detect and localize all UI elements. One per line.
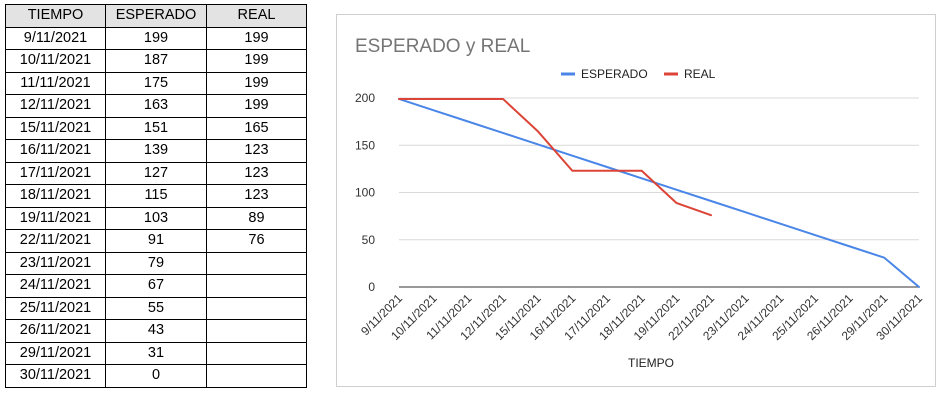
y-axis-ticks: 0 50 100 150 200: [355, 91, 375, 294]
table-row: 18/11/2021 115 123: [5, 184, 307, 208]
cell-esperado[interactable]: 199: [105, 26, 207, 50]
cell-real[interactable]: 165: [206, 116, 307, 140]
cell-esperado[interactable]: 103: [105, 206, 207, 230]
chart-title: ESPERADO y REAL: [355, 36, 530, 57]
cell-tiempo[interactable]: 22/11/2021: [5, 229, 106, 253]
cell-esperado[interactable]: 163: [105, 94, 207, 118]
cell-tiempo[interactable]: 26/11/2021: [5, 319, 106, 343]
table-row: 16/11/2021 139 123: [5, 139, 307, 163]
x-axis-ticks: 9/11/202110/11/202111/11/202112/11/20211…: [358, 291, 925, 343]
cell-real[interactable]: 199: [206, 26, 307, 50]
cell-tiempo[interactable]: 19/11/2021: [5, 206, 106, 230]
cell-esperado[interactable]: 31: [105, 341, 207, 365]
cell-tiempo[interactable]: 29/11/2021: [5, 341, 106, 365]
cell-real[interactable]: [206, 341, 307, 365]
y-tick-label: 0: [368, 280, 375, 294]
cell-real[interactable]: 123: [206, 139, 307, 163]
data-table: TIEMPO ESPERADO REAL 9/11/2021 199 199 10/1…: [5, 4, 307, 388]
cell-tiempo[interactable]: 9/11/2021: [5, 26, 106, 50]
chart-grid: [399, 97, 919, 288]
cell-esperado[interactable]: 139: [105, 139, 207, 163]
series-line-esperado[interactable]: [398, 97, 920, 288]
cell-real[interactable]: [206, 251, 307, 275]
cell-tiempo[interactable]: 16/11/2021: [5, 139, 106, 163]
cell-esperado[interactable]: 175: [105, 71, 207, 95]
series-line-real[interactable]: [398, 97, 712, 217]
table-row: 23/11/2021 79: [5, 251, 307, 275]
x-axis-label: TIEMPO: [628, 356, 674, 370]
chart-series: [398, 97, 920, 288]
y-tick-label: 100: [355, 186, 375, 200]
legend-label: ESPERADO: [581, 67, 648, 81]
y-tick-label: 150: [355, 138, 375, 152]
table-row: 26/11/2021 43: [5, 319, 307, 343]
cell-real[interactable]: [206, 296, 307, 320]
cell-real[interactable]: [206, 364, 307, 388]
table-row: 15/11/2021 151 165: [5, 116, 307, 140]
cell-real[interactable]: [206, 319, 307, 343]
cell-tiempo[interactable]: 18/11/2021: [5, 184, 106, 208]
table-header-row: TIEMPO ESPERADO REAL: [5, 4, 307, 28]
table-row: 11/11/2021 175 199: [5, 71, 307, 95]
table-row: 9/11/2021 199 199: [5, 26, 307, 50]
cell-esperado[interactable]: 0: [105, 364, 207, 388]
cell-esperado[interactable]: 127: [105, 161, 207, 185]
cell-real[interactable]: 89: [206, 206, 307, 230]
cell-tiempo[interactable]: 10/11/2021: [5, 49, 106, 73]
cell-tiempo[interactable]: 23/11/2021: [5, 251, 106, 275]
table-row: 29/11/2021 31: [5, 341, 307, 365]
cell-tiempo[interactable]: 24/11/2021: [5, 274, 106, 298]
cell-esperado[interactable]: 187: [105, 49, 207, 73]
cell-tiempo[interactable]: 12/11/2021: [5, 94, 106, 118]
y-tick-label: 50: [362, 233, 376, 247]
cell-real[interactable]: 123: [206, 184, 307, 208]
table-row: 19/11/2021 103 89: [5, 206, 307, 230]
table-row: 17/11/2021 127 123: [5, 161, 307, 185]
header-tiempo[interactable]: TIEMPO: [5, 4, 106, 28]
table-row: 22/11/2021 91 76: [5, 229, 307, 253]
cell-esperado[interactable]: 91: [105, 229, 207, 253]
cell-esperado[interactable]: 115: [105, 184, 207, 208]
table-row: 10/11/2021 187 199: [5, 49, 307, 73]
cell-esperado[interactable]: 151: [105, 116, 207, 140]
table-row: 12/11/2021 163 199: [5, 94, 307, 118]
cell-tiempo[interactable]: 17/11/2021: [5, 161, 106, 185]
cell-esperado[interactable]: 55: [105, 296, 207, 320]
table-row: 30/11/2021 0: [5, 364, 307, 388]
cell-real[interactable]: 199: [206, 94, 307, 118]
y-tick-label: 200: [355, 91, 375, 105]
line-chart: ESPERADO y REAL ESPERADO REAL 0 50 100 150 20…: [355, 36, 925, 370]
cell-real[interactable]: 199: [206, 71, 307, 95]
cell-tiempo[interactable]: 25/11/2021: [5, 296, 106, 320]
cell-esperado[interactable]: 43: [105, 319, 207, 343]
cell-esperado[interactable]: 79: [105, 251, 207, 275]
cell-real[interactable]: 199: [206, 49, 307, 73]
cell-tiempo[interactable]: 11/11/2021: [5, 71, 106, 95]
chart-container[interactable]: ESPERADO y REAL ESPERADO REAL 0 50 100 150 20…: [336, 14, 936, 387]
cell-esperado[interactable]: 67: [105, 274, 207, 298]
cell-real[interactable]: 76: [206, 229, 307, 253]
legend-label: REAL: [684, 67, 716, 81]
cell-real[interactable]: 123: [206, 161, 307, 185]
table-row: 25/11/2021 55: [5, 296, 307, 320]
chart-legend: ESPERADO REAL: [561, 67, 716, 81]
table-row: 24/11/2021 67: [5, 274, 307, 298]
cell-tiempo[interactable]: 30/11/2021: [5, 364, 106, 388]
header-real[interactable]: REAL: [206, 4, 307, 28]
header-esperado[interactable]: ESPERADO: [105, 4, 207, 28]
cell-tiempo[interactable]: 15/11/2021: [5, 116, 106, 140]
cell-real[interactable]: [206, 274, 307, 298]
